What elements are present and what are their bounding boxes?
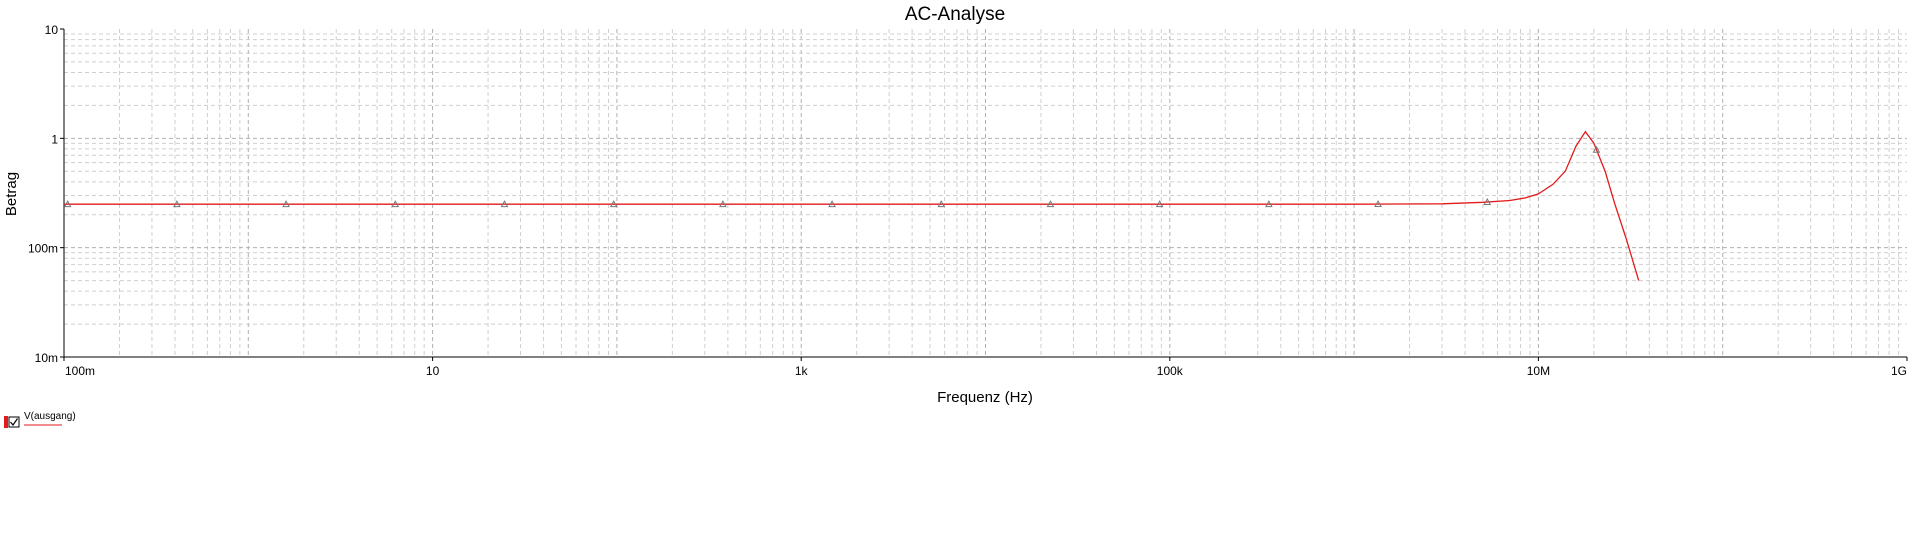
- data-point-marker: [391, 200, 400, 208]
- data-point-marker: [282, 200, 290, 208]
- data-point-marker: [1046, 200, 1055, 208]
- chart-title: AC-Analyse: [905, 4, 1005, 25]
- x-tick-label: 100m: [65, 364, 95, 378]
- x-tick-label: 1G: [1891, 364, 1907, 378]
- x-axis-ticks: 100m 10 1k 100k 10M 1G: [63, 357, 1908, 378]
- data-point-marker: [719, 200, 727, 208]
- grid: [63, 29, 1907, 358]
- data-point-marker: [1265, 200, 1273, 208]
- x-tick-label: 100k: [1157, 364, 1184, 378]
- x-tick-label: 1k: [795, 364, 809, 378]
- x-tick-label: 10: [426, 364, 440, 378]
- legend-entry[interactable]: V(ausgang): [4, 411, 76, 428]
- data-point-marker: [609, 200, 618, 208]
- y-tick-label: 10m: [35, 351, 58, 365]
- data-point-marker: [828, 200, 836, 208]
- y-tick-label: 10: [45, 23, 59, 37]
- x-axis-label: Frequenz (Hz): [937, 389, 1033, 406]
- series-group: [63, 130, 1640, 281]
- data-point-marker: [173, 200, 181, 208]
- legend-label: V(ausgang): [24, 411, 76, 422]
- y-tick-label: 100m: [28, 242, 58, 256]
- series-color-marker: [4, 416, 8, 428]
- data-point-marker: [1592, 145, 1601, 153]
- y-axis-ticks: 10 1 100m 10m: [28, 23, 64, 365]
- data-point-marker: [1155, 200, 1164, 208]
- data-point-marker: [500, 200, 509, 208]
- axes: [63, 29, 1907, 358]
- y-axis-label: Betrag: [3, 172, 20, 216]
- data-point-marker: [937, 200, 946, 208]
- data-point-marker: [63, 200, 72, 208]
- legend: V(ausgang): [4, 411, 76, 428]
- data-point-marker: [1374, 200, 1382, 208]
- y-tick-label: 1: [51, 132, 58, 146]
- data-point-marker: [1483, 197, 1492, 206]
- series-line: [64, 130, 1640, 281]
- x-tick-label: 10M: [1527, 364, 1550, 378]
- checkbox-icon[interactable]: [8, 416, 20, 428]
